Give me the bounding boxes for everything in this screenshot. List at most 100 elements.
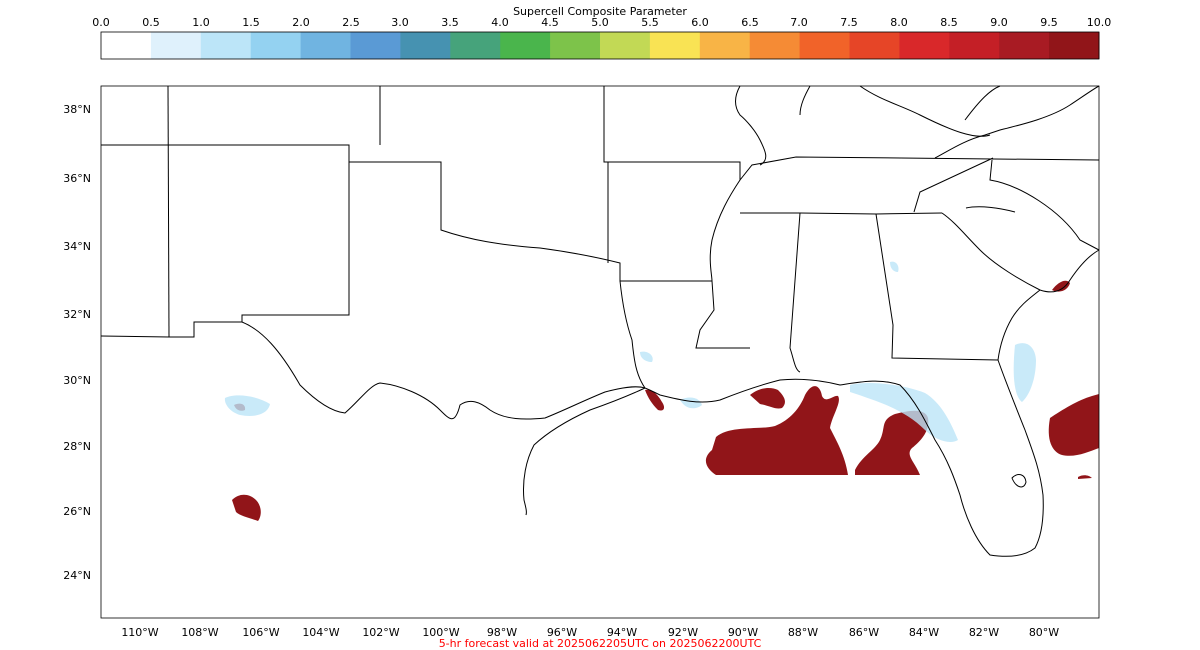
colorbar-swatch bbox=[649, 32, 701, 59]
colorbar-swatch bbox=[949, 32, 1000, 59]
colorbar-swatch bbox=[500, 32, 551, 59]
colorbar-tick: 0.0 bbox=[92, 16, 110, 29]
state-boundary bbox=[101, 144, 712, 282]
latitude-labels: 38°N 36°N 34°N 32°N 30°N 28°N 26°N 24°N bbox=[63, 103, 91, 582]
colorbar-tick: 6.5 bbox=[741, 16, 759, 29]
state-boundary bbox=[619, 280, 646, 389]
colorbar-tick: 3.0 bbox=[391, 16, 409, 29]
longitude-label: 92°W bbox=[668, 626, 698, 639]
longitude-label: 90°W bbox=[728, 626, 758, 639]
state-boundary bbox=[100, 335, 170, 338]
boundary-lines bbox=[100, 85, 1100, 557]
latitude-label: 38°N bbox=[63, 103, 91, 116]
longitude-label: 94°W bbox=[607, 626, 637, 639]
latitude-label: 36°N bbox=[63, 172, 91, 185]
latitude-label: 26°N bbox=[63, 505, 91, 518]
latitude-label: 28°N bbox=[63, 440, 91, 453]
colorbar-swatch bbox=[899, 32, 950, 59]
colorbar-tick: 5.5 bbox=[641, 16, 659, 29]
colorbar-swatch bbox=[350, 32, 401, 59]
longitude-label: 88°W bbox=[788, 626, 818, 639]
light-parameter-patch bbox=[1013, 343, 1036, 402]
light-parameter-patch bbox=[640, 351, 653, 362]
light-parameter-patch bbox=[890, 261, 899, 272]
state-boundary bbox=[709, 179, 741, 282]
longitude-labels: 110°W 108°W 106°W 104°W 102°W 100°W 98°W… bbox=[121, 626, 1059, 639]
longitude-label: 86°W bbox=[849, 626, 879, 639]
colorbar-tick: 2.0 bbox=[292, 16, 310, 29]
coastline bbox=[1011, 474, 1027, 488]
latitude-label: 30°N bbox=[63, 374, 91, 387]
colorbar-tick: 9.0 bbox=[990, 16, 1008, 29]
gulf-parameter-blob bbox=[855, 410, 929, 475]
map-background bbox=[101, 86, 1099, 618]
mexico-parameter-blob bbox=[232, 494, 261, 521]
state-boundary bbox=[989, 159, 1100, 251]
colorbar-swatch bbox=[101, 32, 152, 59]
colorbar-swatch bbox=[749, 32, 801, 59]
state-boundary bbox=[875, 212, 943, 215]
colorbar-tick: 1.0 bbox=[192, 16, 210, 29]
light-parameter-patch bbox=[224, 395, 270, 416]
latitude-label: 32°N bbox=[63, 308, 91, 321]
atlantic-parameter-blob bbox=[1048, 394, 1099, 456]
longitude-label: 84°W bbox=[909, 626, 939, 639]
coastline bbox=[644, 359, 1044, 557]
map-panel: 38°N 36°N 34°N 32°N 30°N 28°N 26°N 24°N … bbox=[63, 85, 1100, 639]
gulf-parameter-blob bbox=[645, 389, 665, 411]
longitude-label: 102°W bbox=[362, 626, 399, 639]
state-boundary bbox=[167, 85, 170, 338]
colorbar-swatch bbox=[999, 32, 1050, 59]
colorbar-tick: 3.5 bbox=[441, 16, 459, 29]
atlantic-parameter-blob bbox=[1052, 280, 1070, 292]
longitude-label: 106°W bbox=[242, 626, 279, 639]
light-parameter-patch bbox=[850, 382, 958, 442]
colorbar-tick: 1.5 bbox=[242, 16, 260, 29]
latitude-label: 34°N bbox=[63, 240, 91, 253]
colorbar-swatch bbox=[849, 32, 900, 59]
colorbar-tick: 8.0 bbox=[890, 16, 908, 29]
colorbar-tick: 4.0 bbox=[491, 16, 509, 29]
colorbar-tick: 7.5 bbox=[840, 16, 858, 29]
state-boundary bbox=[965, 206, 1016, 213]
colorbar-swatch bbox=[250, 32, 302, 59]
colorbar-swatch bbox=[699, 32, 751, 59]
map-frame bbox=[100, 85, 1100, 619]
colorbar-swatch bbox=[300, 32, 351, 59]
state-boundary bbox=[799, 85, 811, 116]
latitude-label: 24°N bbox=[63, 569, 91, 582]
colorbar-tick: 0.5 bbox=[142, 16, 160, 29]
colorbar-tick: 8.5 bbox=[940, 16, 958, 29]
state-boundary bbox=[740, 212, 801, 373]
longitude-label: 100°W bbox=[422, 626, 459, 639]
gulf-parameter-blob bbox=[705, 386, 848, 475]
state-boundary bbox=[735, 85, 767, 166]
longitude-label: 104°W bbox=[302, 626, 339, 639]
state-boundary bbox=[859, 85, 991, 137]
state-boundary bbox=[523, 387, 646, 516]
state-boundary bbox=[799, 212, 877, 215]
atlantic-parameter-blob bbox=[1078, 475, 1092, 479]
colorbar-swatch bbox=[1049, 32, 1100, 59]
colorbar-swatch bbox=[550, 32, 601, 59]
colorbar-tick: 4.5 bbox=[541, 16, 559, 29]
colorbar-tick: 9.5 bbox=[1040, 16, 1058, 29]
state-boundary bbox=[875, 213, 999, 361]
high-parameter-areas bbox=[232, 280, 1099, 521]
longitude-label: 82°W bbox=[969, 626, 999, 639]
coastline bbox=[997, 289, 1041, 361]
state-boundary bbox=[964, 85, 1001, 121]
state-boundary bbox=[241, 321, 646, 420]
state-boundary bbox=[241, 145, 350, 322]
colorbar-tick-labels: 0.0 0.5 1.0 1.5 2.0 2.5 3.0 3.5 4.0 4.5 … bbox=[92, 16, 1111, 29]
colorbar-title: Supercell Composite Parameter bbox=[513, 5, 687, 18]
colorbar-swatches bbox=[101, 32, 1100, 59]
colorbar-tick: 5.0 bbox=[591, 16, 609, 29]
colorbar-frame bbox=[100, 31, 1100, 60]
low-parameter-areas bbox=[224, 261, 1036, 442]
colorbar-swatch bbox=[450, 32, 501, 59]
state-boundary bbox=[913, 157, 994, 213]
gulf-parameter-blob bbox=[750, 387, 785, 409]
longitude-label: 98°W bbox=[487, 626, 517, 639]
